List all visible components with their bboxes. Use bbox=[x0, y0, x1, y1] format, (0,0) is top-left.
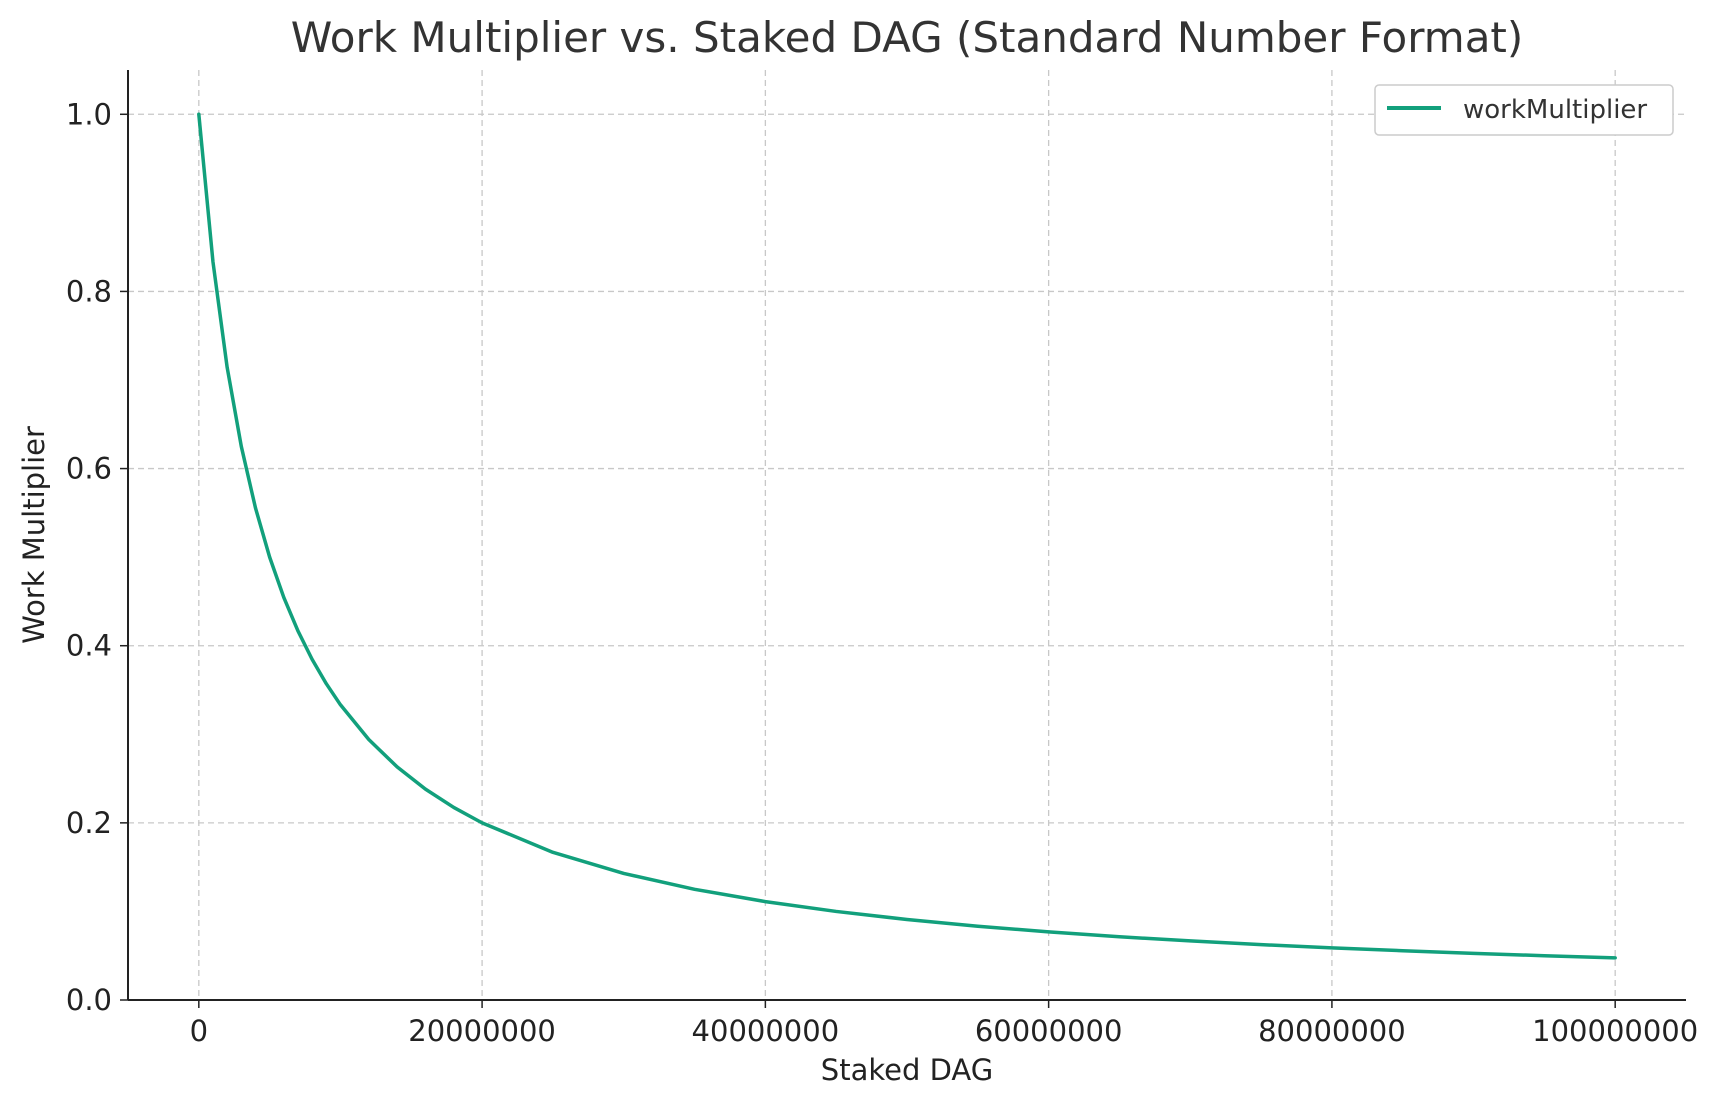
legend: workMultiplier bbox=[1374, 84, 1674, 136]
x-tick-label: 0 bbox=[190, 1014, 208, 1048]
x-tick-label: 60000000 bbox=[975, 1014, 1123, 1048]
series-layer bbox=[197, 112, 1617, 960]
x-tick-label: 80000000 bbox=[1258, 1014, 1406, 1048]
x-tick-label: 40000000 bbox=[692, 1014, 840, 1048]
grid-lines bbox=[128, 70, 1686, 1001]
y-axis-label: Work Multiplier bbox=[17, 426, 51, 644]
y-tick-label: 0.0 bbox=[66, 983, 112, 1017]
y-tick-label: 1.0 bbox=[66, 97, 112, 131]
legend-box bbox=[1374, 84, 1674, 136]
y-tick-label: 0.4 bbox=[66, 629, 112, 663]
series-line-workMultiplier bbox=[197, 112, 1617, 960]
legend-label: workMultiplier bbox=[1463, 95, 1647, 125]
x-tick-label: 100000000 bbox=[1532, 1014, 1698, 1048]
x-axis-label: Staked DAG bbox=[821, 1053, 993, 1087]
x-tick-label: 20000000 bbox=[408, 1014, 556, 1048]
y-tick-label: 0.2 bbox=[66, 806, 112, 840]
chart-title: Work Multiplier vs. Staked DAG (Standard… bbox=[291, 13, 1524, 62]
axis-ticks: 0 20000000 40000000 60000000 80000000 1000000… bbox=[66, 97, 1698, 1048]
y-tick-label: 0.6 bbox=[66, 452, 112, 486]
y-tick-label: 0.8 bbox=[66, 274, 112, 308]
